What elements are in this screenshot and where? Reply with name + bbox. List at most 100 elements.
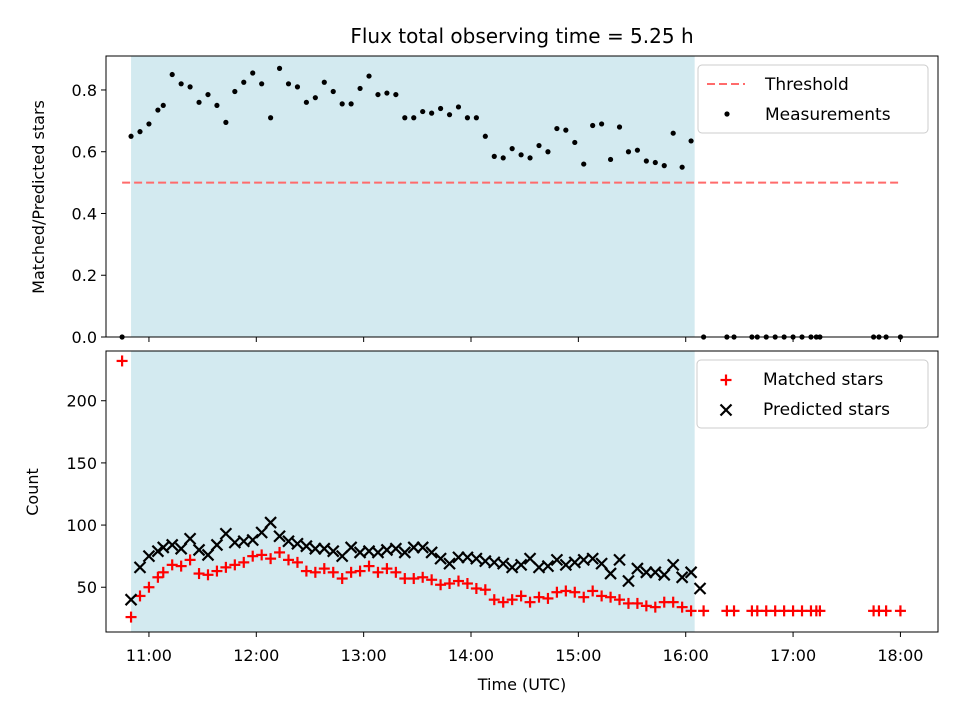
matched-stars-point xyxy=(596,590,608,602)
predicted-stars-point xyxy=(595,557,608,570)
predicted-stars-point xyxy=(604,567,617,580)
predicted-stars-point xyxy=(326,544,340,558)
top-x-axis xyxy=(148,337,901,342)
matched-stars-point xyxy=(649,601,661,613)
bottom-y-axis: 50 100 150 200 xyxy=(66,392,106,597)
predicted-stars-point xyxy=(124,593,138,606)
matched-stars-point xyxy=(452,575,464,587)
legend-predicted-label: Predicted stars xyxy=(763,400,890,420)
predicted-stars-point xyxy=(192,543,206,557)
predicted-stars-point xyxy=(666,558,680,572)
predicted-stars-point xyxy=(264,516,277,529)
measurement-point xyxy=(303,99,309,105)
matched-stars-point xyxy=(372,566,384,578)
predicted-stars-point xyxy=(649,566,662,579)
measurement-point xyxy=(411,115,417,121)
measurement-point xyxy=(241,79,247,85)
predicted-stars-point xyxy=(273,529,286,543)
measurement-point xyxy=(375,91,381,98)
predicted-stars-point xyxy=(291,537,304,550)
predicted-stars-point xyxy=(309,542,322,555)
measurement-point xyxy=(643,158,649,164)
matched-stars-point xyxy=(605,591,617,603)
predicted-stars-point xyxy=(398,546,412,559)
measurement-point xyxy=(155,107,161,113)
legend-predicted-x xyxy=(719,403,733,417)
legend-matched-marker xyxy=(720,374,732,386)
matched-stars-point xyxy=(363,560,375,572)
measurement-point xyxy=(482,133,488,139)
predicted-stars-point xyxy=(165,538,179,552)
measurement-point xyxy=(312,95,318,101)
predicted-stars-point xyxy=(300,539,313,553)
predicted-stars-point xyxy=(282,534,295,548)
measurement-point xyxy=(652,159,658,166)
matched-stars-point xyxy=(184,554,196,566)
top-plot-frame xyxy=(105,55,939,338)
matched-stars-point xyxy=(336,573,348,585)
y-tick-label: 0.0 xyxy=(72,328,97,347)
matched-stars-point xyxy=(193,568,205,580)
measurement-point xyxy=(500,155,506,161)
predicted-stars-point xyxy=(416,541,429,554)
matched-stars-point xyxy=(814,605,826,617)
x-axis-label: Time (UTC) xyxy=(477,675,566,694)
x-tick-label: 14:00 xyxy=(448,646,494,665)
measurement-point xyxy=(214,102,220,109)
x-tick-label: 12:00 xyxy=(233,646,279,665)
x-tick-label: 17:00 xyxy=(770,646,816,665)
y-tick-label: 0.8 xyxy=(72,81,97,100)
top-y-axis-label: Matched/Predicted stars xyxy=(29,100,48,294)
matched-stars-point xyxy=(524,596,536,608)
predicted-stars-point xyxy=(174,542,188,555)
matched-stars-point xyxy=(152,571,164,583)
matched-stars-point xyxy=(685,605,697,617)
measurement-point xyxy=(348,101,354,107)
predicted-stars-point xyxy=(344,541,358,554)
matched-stars-point xyxy=(698,605,710,617)
matched-stars-point xyxy=(587,585,599,597)
legend-matched-plus xyxy=(720,374,732,386)
measurement-point xyxy=(232,88,238,95)
predicted-stars-point xyxy=(201,548,215,562)
measurement-point xyxy=(536,142,542,149)
y-tick-label: 50 xyxy=(77,578,97,597)
matched-stars-point xyxy=(426,574,438,586)
measurement-point xyxy=(473,115,479,121)
matched-stars-point xyxy=(479,584,491,596)
measurement-point xyxy=(625,149,632,155)
measurement-point xyxy=(294,84,301,90)
measurement-point xyxy=(429,110,435,116)
matched-stars-point xyxy=(444,578,456,590)
measurement-point xyxy=(402,115,408,121)
matched-stars-point xyxy=(408,573,420,585)
measurement-point xyxy=(223,119,229,125)
predicted-stars-point xyxy=(657,568,671,582)
matched-stars-point xyxy=(300,565,312,577)
measurement-point xyxy=(661,163,667,169)
y-tick-label: 150 xyxy=(66,454,97,473)
measurement-point xyxy=(581,161,587,167)
chart-title: Flux total observing time = 5.25 h xyxy=(350,24,693,48)
x-tick-label: 15:00 xyxy=(555,646,601,665)
predicted-stars-point xyxy=(541,559,555,573)
matched-stars-point xyxy=(390,566,402,578)
matched-stars-point xyxy=(247,550,259,562)
measurement-point xyxy=(679,164,685,170)
matched-stars-point xyxy=(166,559,178,571)
y-tick-label: 200 xyxy=(66,392,97,411)
measurement-point xyxy=(285,81,292,87)
measurement-point xyxy=(268,115,274,121)
x-tick-label: 13:00 xyxy=(341,646,387,665)
top-legend: Threshold Measurements xyxy=(697,64,929,134)
bottom-legend-box xyxy=(696,359,929,429)
predicted-stars-point xyxy=(613,553,626,567)
matched-stars-point xyxy=(157,566,169,578)
matched-stars-point xyxy=(175,560,187,572)
predicted-stars-point xyxy=(631,562,644,575)
predicted-stars-point xyxy=(255,526,268,539)
matched-stars-point xyxy=(435,579,447,591)
y-tick-label: 0.6 xyxy=(72,143,97,162)
measurement-point xyxy=(259,81,265,87)
